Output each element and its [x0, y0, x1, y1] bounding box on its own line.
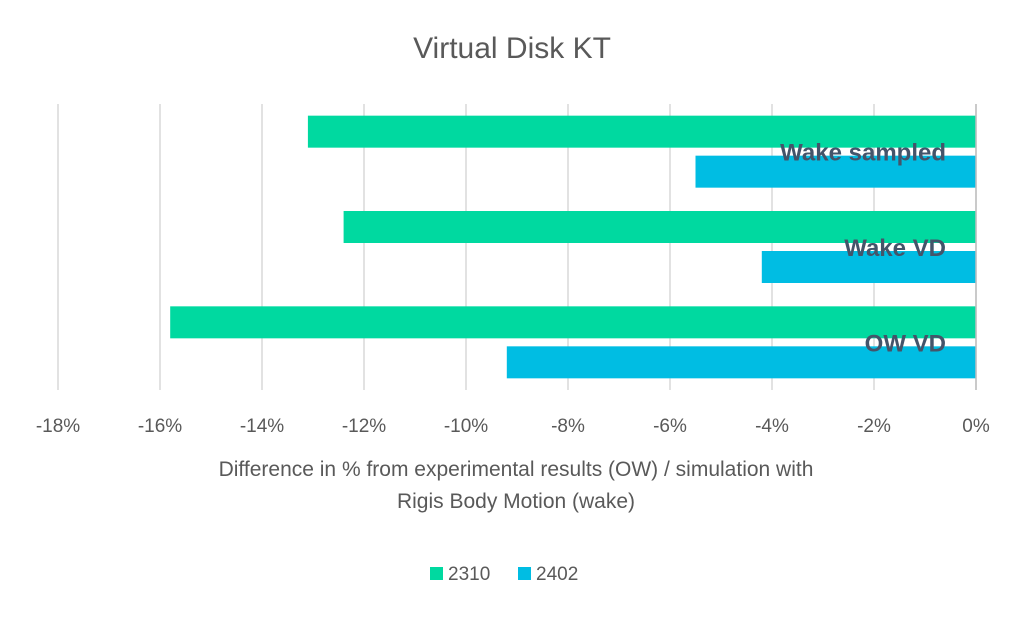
- bar-2402-wake-vd: [761, 251, 976, 283]
- legend-label: 2402: [536, 564, 578, 585]
- category-labels: Wake sampled Wake VD OW VD: [780, 140, 946, 358]
- x-axis-title-line-1: Difference in % from experimental result…: [219, 458, 814, 481]
- x-tick-label: -10%: [444, 416, 488, 437]
- x-tick-label: -2%: [857, 416, 891, 437]
- x-tick-label: -6%: [653, 416, 687, 437]
- x-tick-label: -8%: [551, 416, 585, 437]
- bar-2402-ow-vd: [506, 346, 976, 379]
- category-label: OW VD: [865, 330, 946, 357]
- legend: 2310 2402: [430, 564, 578, 585]
- bar-2402-wake-sampled: [695, 155, 976, 188]
- bars: [170, 115, 977, 379]
- bar-2310-ow-vd: [170, 306, 976, 339]
- x-tick-label: 0%: [962, 416, 990, 437]
- legend-label: 2310: [448, 564, 490, 585]
- category-label: Wake sampled: [780, 140, 946, 167]
- bar-2310-wake-sampled: [307, 115, 976, 148]
- category-label: Wake VD: [844, 235, 946, 262]
- x-tick-label: -16%: [138, 416, 182, 437]
- x-tick-label: -4%: [755, 416, 789, 437]
- x-tick-labels: -18% -16% -14% -12% -10% -8% -6% -4% -2% 0%: [36, 416, 990, 437]
- x-tick-label: -12%: [342, 416, 386, 437]
- legend-swatch: [430, 567, 443, 580]
- bar-2310-wake-vd: [343, 211, 977, 243]
- x-tick-label: -18%: [36, 416, 80, 437]
- chart-title: Virtual Disk KT: [413, 32, 611, 65]
- x-axis-title-line-2: Rigis Body Motion (wake): [397, 490, 635, 513]
- x-tick-label: -14%: [240, 416, 284, 437]
- legend-swatch: [518, 567, 531, 580]
